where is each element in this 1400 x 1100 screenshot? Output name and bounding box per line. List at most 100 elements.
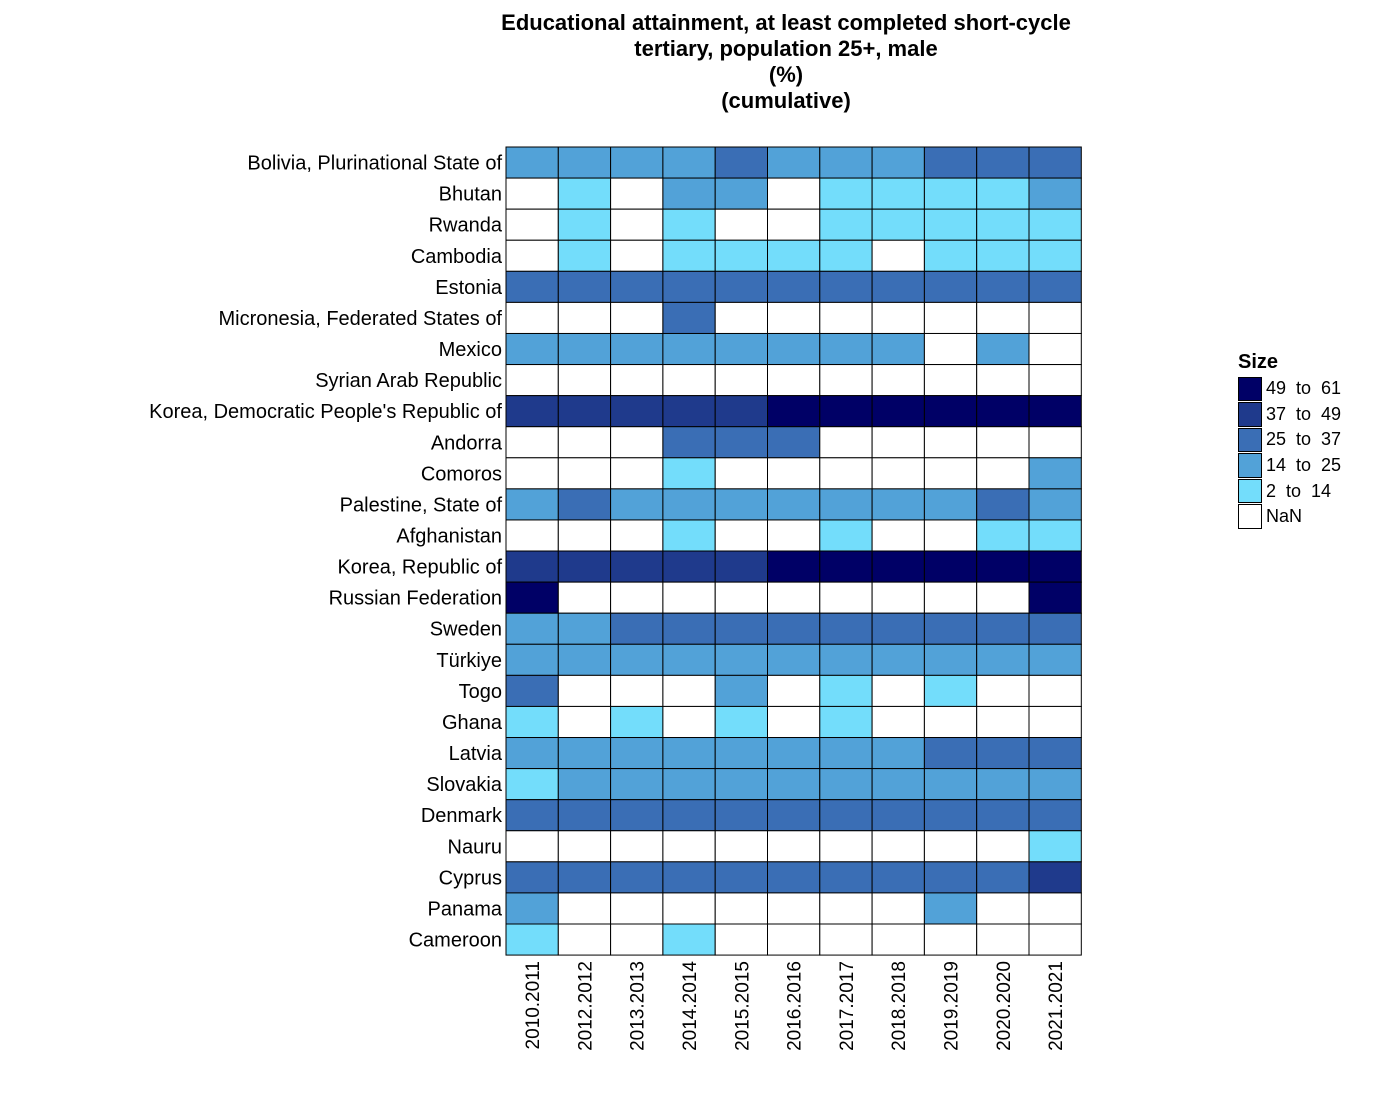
x-tick-label: 2019.2019 <box>942 961 963 1051</box>
heatmap-cell <box>610 301 664 334</box>
heatmap-cell <box>1028 612 1082 645</box>
heatmap-cell <box>819 643 873 676</box>
heatmap-cell <box>871 768 925 801</box>
heatmap-cell <box>662 301 716 334</box>
heatmap-cell <box>505 426 559 459</box>
heatmap-cell <box>714 332 769 366</box>
heatmap-cell <box>1028 705 1082 739</box>
chart-title: Educational attainment, at least complet… <box>436 10 1136 114</box>
heatmap-cell <box>976 301 1030 334</box>
heatmap-cell <box>610 270 664 303</box>
heatmap-cell <box>871 426 925 459</box>
legend-label: 25 to 37 <box>1266 429 1342 450</box>
heatmap-cell <box>767 830 821 863</box>
heatmap-cell <box>1028 550 1082 583</box>
heatmap-cell <box>714 674 769 707</box>
heatmap-cell <box>505 395 559 428</box>
heatmap-cell <box>557 892 612 925</box>
heatmap-cell <box>767 457 821 490</box>
heatmap-cell <box>557 146 612 179</box>
heatmap-cell <box>819 301 873 334</box>
x-tick-label: 2013.2013 <box>628 961 649 1051</box>
heatmap-cell <box>923 768 978 801</box>
heatmap-cell <box>714 146 769 179</box>
legend-label: 14 to 25 <box>1266 455 1342 476</box>
y-tick-label: Palestine, State of <box>340 494 503 516</box>
heatmap-cell <box>505 643 559 676</box>
legend-swatch <box>1238 427 1262 453</box>
heatmap-cell <box>557 674 612 707</box>
heatmap-cell <box>505 177 559 210</box>
legend-label: 49 to 61 <box>1266 378 1342 399</box>
heatmap-cell <box>714 612 769 645</box>
heatmap-cell <box>714 270 769 303</box>
heatmap-cell <box>714 177 769 210</box>
heatmap-cell <box>610 643 664 676</box>
heatmap-cell <box>819 146 873 179</box>
heatmap-cell <box>767 861 821 894</box>
heatmap-cell <box>610 488 664 521</box>
heatmap-cell <box>819 830 873 863</box>
heatmap-cell <box>871 581 925 614</box>
heatmap-cell <box>767 799 821 832</box>
heatmap-cell <box>714 861 769 894</box>
heatmap-cell <box>819 364 873 397</box>
heatmap-cell <box>662 146 716 179</box>
legend-swatch <box>1238 402 1262 427</box>
heatmap-cell <box>976 208 1030 241</box>
heatmap-cell <box>557 737 612 770</box>
heatmap-cell <box>923 519 978 552</box>
x-tick-label: 2017.2017 <box>837 961 858 1051</box>
heatmap-cell <box>923 830 978 863</box>
heatmap-cell <box>662 239 716 272</box>
heatmap-cell <box>610 550 664 583</box>
heatmap-cell <box>557 768 612 801</box>
heatmap-cell <box>767 612 821 645</box>
heatmap-cell <box>610 239 664 272</box>
heatmap-cell <box>767 643 821 676</box>
heatmap-cell <box>767 705 821 739</box>
heatmap-cell <box>819 457 873 490</box>
heatmap-cell <box>662 457 716 490</box>
heatmap-cell <box>871 301 925 334</box>
heatmap-cell <box>714 737 769 770</box>
heatmap-cell <box>714 581 769 614</box>
heatmap-cell <box>819 239 873 272</box>
x-tick-label: 2021.2021 <box>1046 961 1067 1051</box>
heatmap-cell <box>714 488 769 521</box>
heatmap-cell <box>557 332 612 366</box>
heatmap-cell <box>923 923 978 956</box>
heatmap-cell <box>976 270 1030 303</box>
heatmap-cell <box>557 519 612 552</box>
heatmap-cell <box>976 364 1030 397</box>
heatmap-cell <box>923 208 978 241</box>
heatmap-cell <box>557 581 612 614</box>
heatmap-cell <box>557 799 612 832</box>
heatmap-cell <box>610 861 664 894</box>
heatmap-cell <box>662 177 716 210</box>
heatmap-cell <box>976 519 1030 552</box>
heatmap-cell <box>871 737 925 770</box>
heatmap-cell <box>1028 674 1082 707</box>
heatmap-cell <box>871 799 925 832</box>
heatmap-cell <box>976 457 1030 490</box>
heatmap-cell <box>505 705 559 739</box>
heatmap-cell <box>505 923 559 956</box>
y-tick-label: Slovakia <box>426 774 502 796</box>
heatmap-cell <box>1028 643 1082 676</box>
heatmap-cell <box>923 643 978 676</box>
heatmap-cell <box>871 705 925 739</box>
heatmap-cell <box>819 737 873 770</box>
heatmap-cell <box>714 550 769 583</box>
heatmap-cell <box>505 457 559 490</box>
y-tick-label: Bhutan <box>439 184 502 206</box>
heatmap-cell <box>1028 239 1082 272</box>
heatmap-cell <box>923 457 978 490</box>
heatmap-cell <box>610 395 664 428</box>
y-tick-label: Micronesia, Federated States of <box>219 308 503 330</box>
heatmap-cell <box>714 457 769 490</box>
heatmap-cell <box>871 457 925 490</box>
legend-title: Size <box>1238 351 1279 373</box>
heatmap-cell <box>976 830 1030 863</box>
